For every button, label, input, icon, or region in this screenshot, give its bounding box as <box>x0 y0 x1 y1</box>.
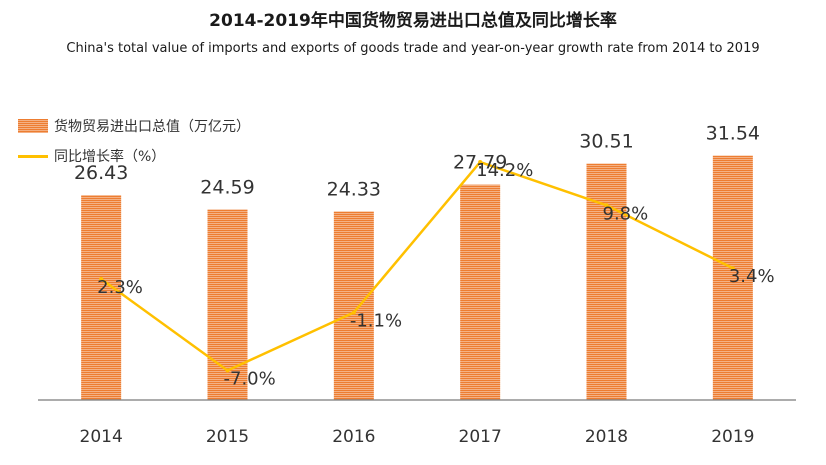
growth-point-2016 <box>351 310 356 315</box>
growth-label-2018: 9.8% <box>603 203 649 224</box>
x-tick-label-2016: 2016 <box>332 427 375 447</box>
x-tick-label-2014: 2014 <box>80 427 123 447</box>
legend-line-label: 同比增长率（%） <box>54 149 166 165</box>
bar-value-label-2015: 24.59 <box>200 176 254 198</box>
legend-bar-label: 货物贸易进出口总值（万亿元） <box>54 119 250 135</box>
bar-2019 <box>712 155 753 400</box>
growth-point-2017 <box>478 160 483 165</box>
bar-value-label-2016: 24.33 <box>327 178 381 200</box>
growth-label-2019: 3.4% <box>729 266 775 287</box>
legend-item-bar: 货物贸易进出口总值（万亿元） <box>18 114 250 138</box>
bar-value-label-2014: 26.43 <box>74 162 128 184</box>
growth-label-2016: -1.1% <box>350 310 402 331</box>
bar-value-label-2017: 27.79 <box>453 152 507 174</box>
growth-rate-line <box>100 160 734 372</box>
growth-point-2014 <box>99 277 104 282</box>
growth-label-2014: 2.3% <box>97 277 143 298</box>
growth-point-2018 <box>604 203 609 208</box>
x-tick-label-2015: 2015 <box>206 427 249 447</box>
x-tick-label-2018: 2018 <box>585 427 628 447</box>
growth-label-2015: -7.0% <box>224 369 276 390</box>
chart-legend: 货物贸易进出口总值（万亿元） 同比增长率（%） <box>18 114 250 174</box>
bar-2014 <box>81 195 122 400</box>
legend-line-swatch-icon <box>18 154 48 158</box>
bar-2018 <box>586 163 627 400</box>
x-tick-label-2019: 2019 <box>711 427 754 447</box>
growth-label-2017: 14.2% <box>476 160 533 181</box>
legend-bar-swatch-icon <box>18 119 48 133</box>
growth-point-2019 <box>730 266 735 271</box>
growth-point-2015 <box>225 368 230 373</box>
legend-item-line: 同比增长率（%） <box>18 144 250 168</box>
bar-2015 <box>207 209 248 400</box>
chart-subtitle: China's total value of imports and expor… <box>66 41 760 56</box>
chart-title: 2014-2019年中国货物贸易进出口总值及同比增长率 <box>209 11 617 31</box>
bar-2017 <box>460 184 501 400</box>
bar-2016 <box>333 211 374 400</box>
x-tick-label-2017: 2017 <box>459 427 502 447</box>
bar-value-label-2018: 30.51 <box>579 131 633 153</box>
bar-value-label-2019: 31.54 <box>706 123 760 145</box>
